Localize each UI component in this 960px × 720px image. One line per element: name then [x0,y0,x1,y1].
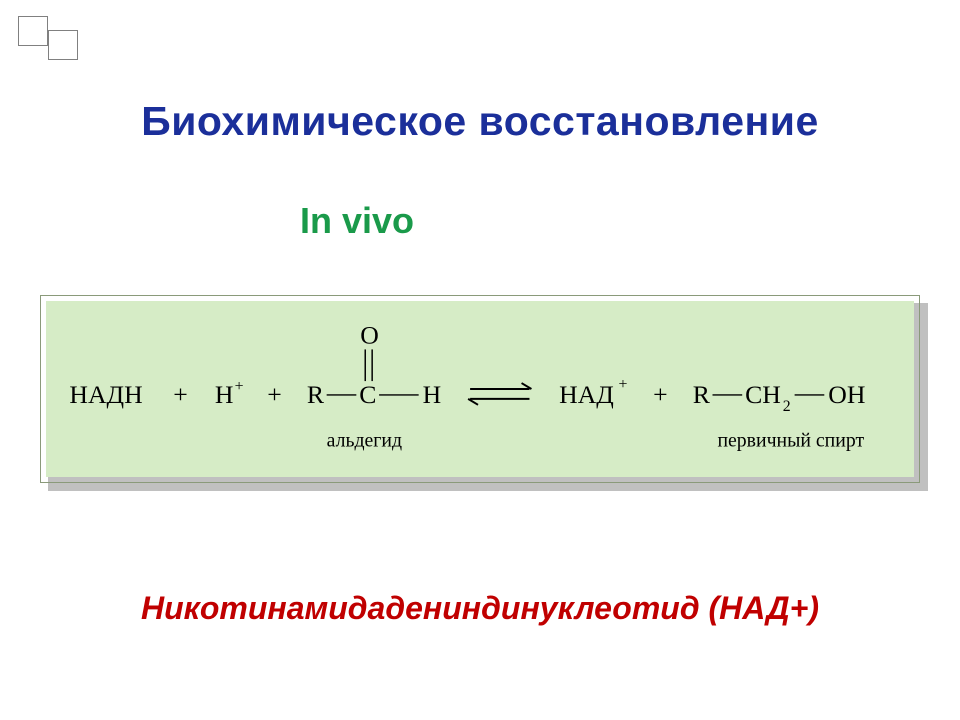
subtitle-text: In vivo [300,200,414,241]
reaction-container: НАДН + H + + R C O [40,295,920,483]
plus-3: + [653,380,668,409]
aldehyde-c: C [359,380,376,409]
subtitle: In vivo [300,200,414,242]
equilibrium-arrow [468,383,531,405]
alcohol-ch-sub: 2 [783,398,791,415]
title-text: Биохимическое восстановление [141,98,819,144]
alcohol-oh: OH [828,380,865,409]
reactant-nadh: НАДН [69,380,142,409]
plus-2: + [267,380,282,409]
alcohol-r: R [693,380,711,409]
footnote-text: Никотинамидадениндинуклеотид (НАД+) [141,590,819,626]
alcohol-ch: CH [745,380,781,409]
aldehyde-label: альдегид [327,429,402,451]
reactant-hplus-h: H [215,380,234,409]
reaction-box: НАДН + H + + R C O [40,295,920,483]
aldehyde-o: O [360,320,379,349]
aldehyde-h: H [423,380,442,409]
decor-square-1 [18,16,48,46]
aldehyde-r: R [307,380,325,409]
product-nad-sup: + [619,376,628,393]
reaction-diagram: НАДН + H + + R C O [41,296,919,482]
plus-1: + [173,380,188,409]
footnote: Никотинамидадениндинуклеотид (НАД+) [0,590,960,627]
product-nad: НАД [559,380,614,409]
decor-square-2 [48,30,78,60]
page-title: Биохимическое восстановление [0,98,960,145]
reactant-hplus-sup: + [235,378,244,395]
alcohol-label: первичный спирт [717,429,864,451]
